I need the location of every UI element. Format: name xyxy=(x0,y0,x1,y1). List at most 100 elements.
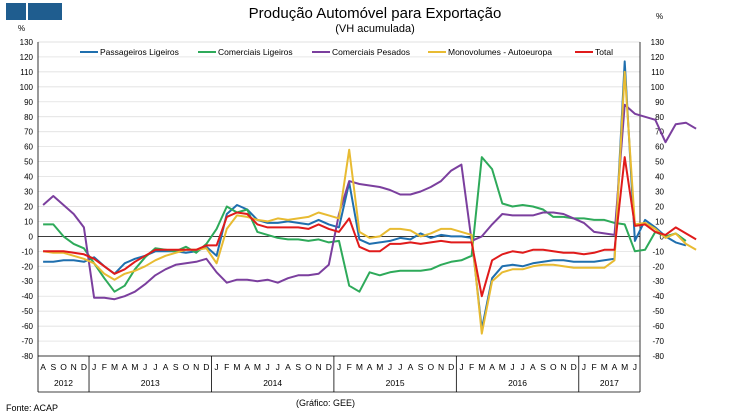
x-month-label: J xyxy=(521,362,525,372)
y-tick-right: -10 xyxy=(652,247,664,256)
y-tick-left: 50 xyxy=(24,158,33,167)
x-month-label: O xyxy=(550,362,557,372)
chart-subtitle: (VH acumulada) xyxy=(335,23,415,35)
x-year-label: 2014 xyxy=(263,378,282,388)
x-month-label: M xyxy=(254,362,261,372)
legend-label-comerciais-ligeiros: Comerciais Ligeiros xyxy=(218,47,293,57)
y-tick-left: -60 xyxy=(21,322,33,331)
y-tick-right: 90 xyxy=(655,98,664,107)
x-month-label: J xyxy=(92,362,96,372)
legend-label-monovolumes-autoeuropa: Monovolumes - Autoeuropa xyxy=(448,47,552,57)
y-tick-left: 100 xyxy=(20,83,34,92)
y-tick-right: 10 xyxy=(655,217,664,226)
x-month-label: J xyxy=(276,362,280,372)
y-tick-right: -50 xyxy=(652,307,664,316)
x-month-label: M xyxy=(233,362,240,372)
x-month-label: N xyxy=(193,362,199,372)
x-month-label: M xyxy=(376,362,383,372)
x-month-label: S xyxy=(50,362,56,372)
y-unit-left: % xyxy=(18,24,25,33)
x-year-label: 2012 xyxy=(54,378,73,388)
x-month-label: J xyxy=(153,362,157,372)
x-month-label: F xyxy=(347,362,352,372)
x-year-label: 2015 xyxy=(386,378,405,388)
legend-label-passageiros-ligeiros: Passageiros Ligeiros xyxy=(100,47,179,57)
logo-block-1 xyxy=(6,3,26,20)
x-year-label: 2013 xyxy=(141,378,160,388)
y-tick-right: 60 xyxy=(655,143,664,152)
y-tick-right: 70 xyxy=(655,128,664,137)
logo-block-3 xyxy=(42,3,62,20)
y-tick-right: -20 xyxy=(652,262,664,271)
x-month-label: D xyxy=(81,362,87,372)
x-month-label: J xyxy=(459,362,463,372)
x-month-label: A xyxy=(612,362,618,372)
x-month-label: F xyxy=(102,362,107,372)
x-month-label: F xyxy=(224,362,229,372)
x-month-label: F xyxy=(591,362,596,372)
y-tick-right: 120 xyxy=(651,53,665,62)
y-tick-right: 80 xyxy=(655,113,664,122)
y-tick-right: -40 xyxy=(652,292,664,301)
x-month-label: J xyxy=(388,362,392,372)
x-month-label: M xyxy=(621,362,628,372)
y-tick-left: 40 xyxy=(24,173,33,182)
chart-title: Produção Automóvel para Exportação xyxy=(248,5,502,22)
y-tick-left: 20 xyxy=(24,202,33,211)
x-month-label: A xyxy=(530,362,536,372)
x-month-label: O xyxy=(60,362,67,372)
y-tick-left: -70 xyxy=(21,337,33,346)
y-tick-left: 30 xyxy=(24,188,33,197)
y-tick-right: 20 xyxy=(655,202,664,211)
x-month-label: O xyxy=(428,362,435,372)
x-month-label: A xyxy=(163,362,169,372)
x-month-label: A xyxy=(367,362,373,372)
legend-label-total: Total xyxy=(595,47,613,57)
x-month-label: A xyxy=(285,362,291,372)
series-line-monovolumes-autoeuropa xyxy=(42,70,697,335)
x-month-label: S xyxy=(418,362,424,372)
x-month-label: D xyxy=(326,362,332,372)
y-tick-right: 110 xyxy=(651,68,664,77)
y-unit-right: % xyxy=(656,12,663,21)
x-month-label: M xyxy=(601,362,608,372)
x-month-label: N xyxy=(438,362,444,372)
x-month-label: J xyxy=(214,362,218,372)
y-tick-left: 60 xyxy=(24,143,33,152)
x-month-label: A xyxy=(408,362,414,372)
x-month-label: D xyxy=(203,362,209,372)
x-month-label: N xyxy=(71,362,77,372)
y-tick-right: 50 xyxy=(655,158,664,167)
series-line-comerciais-ligeiros xyxy=(43,156,687,293)
source-note: Fonte: ACAP xyxy=(6,403,59,413)
y-tick-left: 70 xyxy=(24,128,33,137)
x-month-label: J xyxy=(143,362,147,372)
x-month-label: D xyxy=(448,362,454,372)
x-month-label: M xyxy=(478,362,485,372)
x-year-label: 2017 xyxy=(600,378,619,388)
x-month-label: A xyxy=(40,362,46,372)
legend-label-comerciais-pesados: Comerciais Pesados xyxy=(332,47,410,57)
chart-credit: (Gráfico: GEE) xyxy=(296,398,356,408)
x-month-label: J xyxy=(582,362,586,372)
x-month-label: N xyxy=(316,362,322,372)
y-tick-right: 130 xyxy=(651,38,665,47)
x-month-label: J xyxy=(337,362,341,372)
x-year-label: 2016 xyxy=(508,378,527,388)
x-month-label: F xyxy=(469,362,474,372)
y-tick-right: 100 xyxy=(651,83,665,92)
y-tick-right: -60 xyxy=(652,322,664,331)
y-tick-left: 10 xyxy=(24,217,33,226)
x-month-label: J xyxy=(633,362,637,372)
y-tick-left: -50 xyxy=(21,307,33,316)
x-month-label: M xyxy=(111,362,118,372)
y-tick-left: 110 xyxy=(20,68,33,77)
y-tick-right: 0 xyxy=(660,232,665,241)
x-month-label: M xyxy=(499,362,506,372)
x-month-label: D xyxy=(571,362,577,372)
series-line-total xyxy=(43,156,697,298)
x-month-label: J xyxy=(510,362,514,372)
y-tick-left: -20 xyxy=(21,262,33,271)
x-month-label: A xyxy=(489,362,495,372)
x-month-label: N xyxy=(560,362,566,372)
